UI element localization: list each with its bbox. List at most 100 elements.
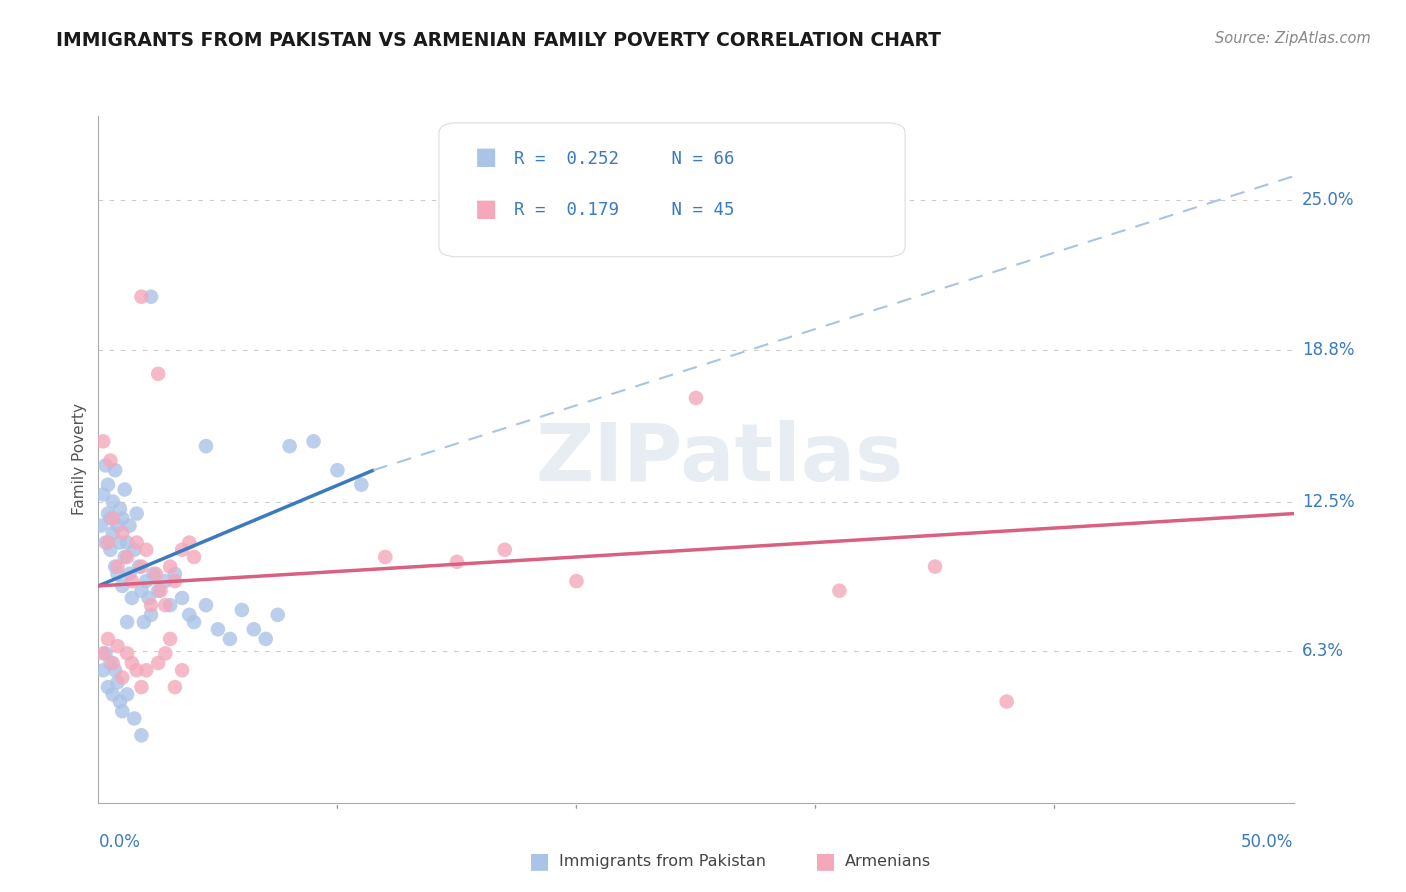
Point <box>207 622 229 636</box>
Point <box>131 680 153 694</box>
Text: IMMIGRANTS FROM PAKISTAN VS ARMENIAN FAMILY POVERTY CORRELATION CHART: IMMIGRANTS FROM PAKISTAN VS ARMENIAN FAM… <box>56 31 941 50</box>
Point <box>172 542 194 557</box>
Text: ■: ■ <box>815 851 837 871</box>
Point <box>163 566 186 581</box>
Point <box>139 598 162 612</box>
Point <box>139 607 162 622</box>
Point <box>91 646 114 660</box>
Point <box>128 559 150 574</box>
Point <box>131 583 153 598</box>
Point <box>374 549 396 564</box>
Point <box>326 463 349 477</box>
Point <box>685 391 707 405</box>
Text: 25.0%: 25.0% <box>1302 191 1354 210</box>
Point <box>111 671 134 685</box>
Point <box>145 566 167 581</box>
Text: ■: ■ <box>475 145 498 169</box>
Point <box>101 687 124 701</box>
Point <box>148 583 170 598</box>
Text: ■: ■ <box>475 196 498 220</box>
Point <box>107 639 129 653</box>
Point <box>97 507 120 521</box>
Point <box>172 663 194 677</box>
Point <box>115 549 138 564</box>
Point <box>135 574 157 588</box>
Point <box>94 646 117 660</box>
Point <box>97 632 120 646</box>
Point <box>131 728 153 742</box>
Point <box>148 656 170 670</box>
Point <box>111 704 134 718</box>
Point <box>91 434 114 449</box>
Point <box>219 632 242 646</box>
Point <box>302 434 325 449</box>
Point <box>142 566 165 581</box>
Point <box>278 439 301 453</box>
Point <box>267 607 290 622</box>
Point <box>179 535 201 549</box>
Point <box>159 632 181 646</box>
Point <box>114 549 136 564</box>
Point <box>494 542 516 557</box>
Point <box>115 615 138 629</box>
Point <box>446 555 468 569</box>
Text: 50.0%: 50.0% <box>1241 833 1294 851</box>
Point <box>924 559 946 574</box>
Point <box>101 511 124 525</box>
Point <box>135 663 157 677</box>
Text: Immigrants from Pakistan: Immigrants from Pakistan <box>558 854 765 869</box>
Point <box>97 477 120 491</box>
Point <box>115 646 138 660</box>
Point <box>131 290 153 304</box>
Point <box>124 542 146 557</box>
Point <box>108 501 131 516</box>
Point <box>121 591 143 605</box>
Point <box>163 574 186 588</box>
Point <box>155 574 177 588</box>
Point <box>139 290 162 304</box>
Point <box>97 535 120 549</box>
Point <box>254 632 277 646</box>
Point <box>183 615 205 629</box>
Point <box>149 583 172 598</box>
Point <box>101 494 124 508</box>
Text: ■: ■ <box>529 851 550 871</box>
Point <box>104 663 127 677</box>
Point <box>104 463 127 477</box>
Point <box>104 559 127 574</box>
Point <box>108 535 131 549</box>
Point <box>350 477 373 491</box>
Point <box>118 566 141 581</box>
Text: 12.5%: 12.5% <box>1302 492 1354 510</box>
Point <box>108 695 131 709</box>
Point <box>90 518 112 533</box>
Point <box>98 656 122 670</box>
Text: Source: ZipAtlas.com: Source: ZipAtlas.com <box>1215 31 1371 46</box>
Point <box>194 598 217 612</box>
Text: 18.8%: 18.8% <box>1302 341 1354 359</box>
Point <box>125 535 148 549</box>
Text: 6.3%: 6.3% <box>1302 642 1344 660</box>
Text: ZIPatlas: ZIPatlas <box>536 420 904 499</box>
Point <box>159 598 181 612</box>
Y-axis label: Family Poverty: Family Poverty <box>72 403 87 516</box>
Point <box>159 559 181 574</box>
Point <box>121 574 143 588</box>
Point <box>107 518 129 533</box>
Point <box>118 518 141 533</box>
Point <box>125 663 148 677</box>
Point <box>231 603 253 617</box>
Point <box>131 559 153 574</box>
Point <box>98 453 122 467</box>
Point <box>111 579 134 593</box>
Point <box>155 646 177 660</box>
Point <box>132 615 155 629</box>
Point <box>94 458 117 473</box>
Point <box>243 622 266 636</box>
Text: Armenians: Armenians <box>845 854 932 869</box>
Point <box>98 511 122 525</box>
Point <box>94 535 117 549</box>
Text: 0.0%: 0.0% <box>98 833 141 851</box>
Point <box>107 566 129 581</box>
Point <box>148 367 170 381</box>
